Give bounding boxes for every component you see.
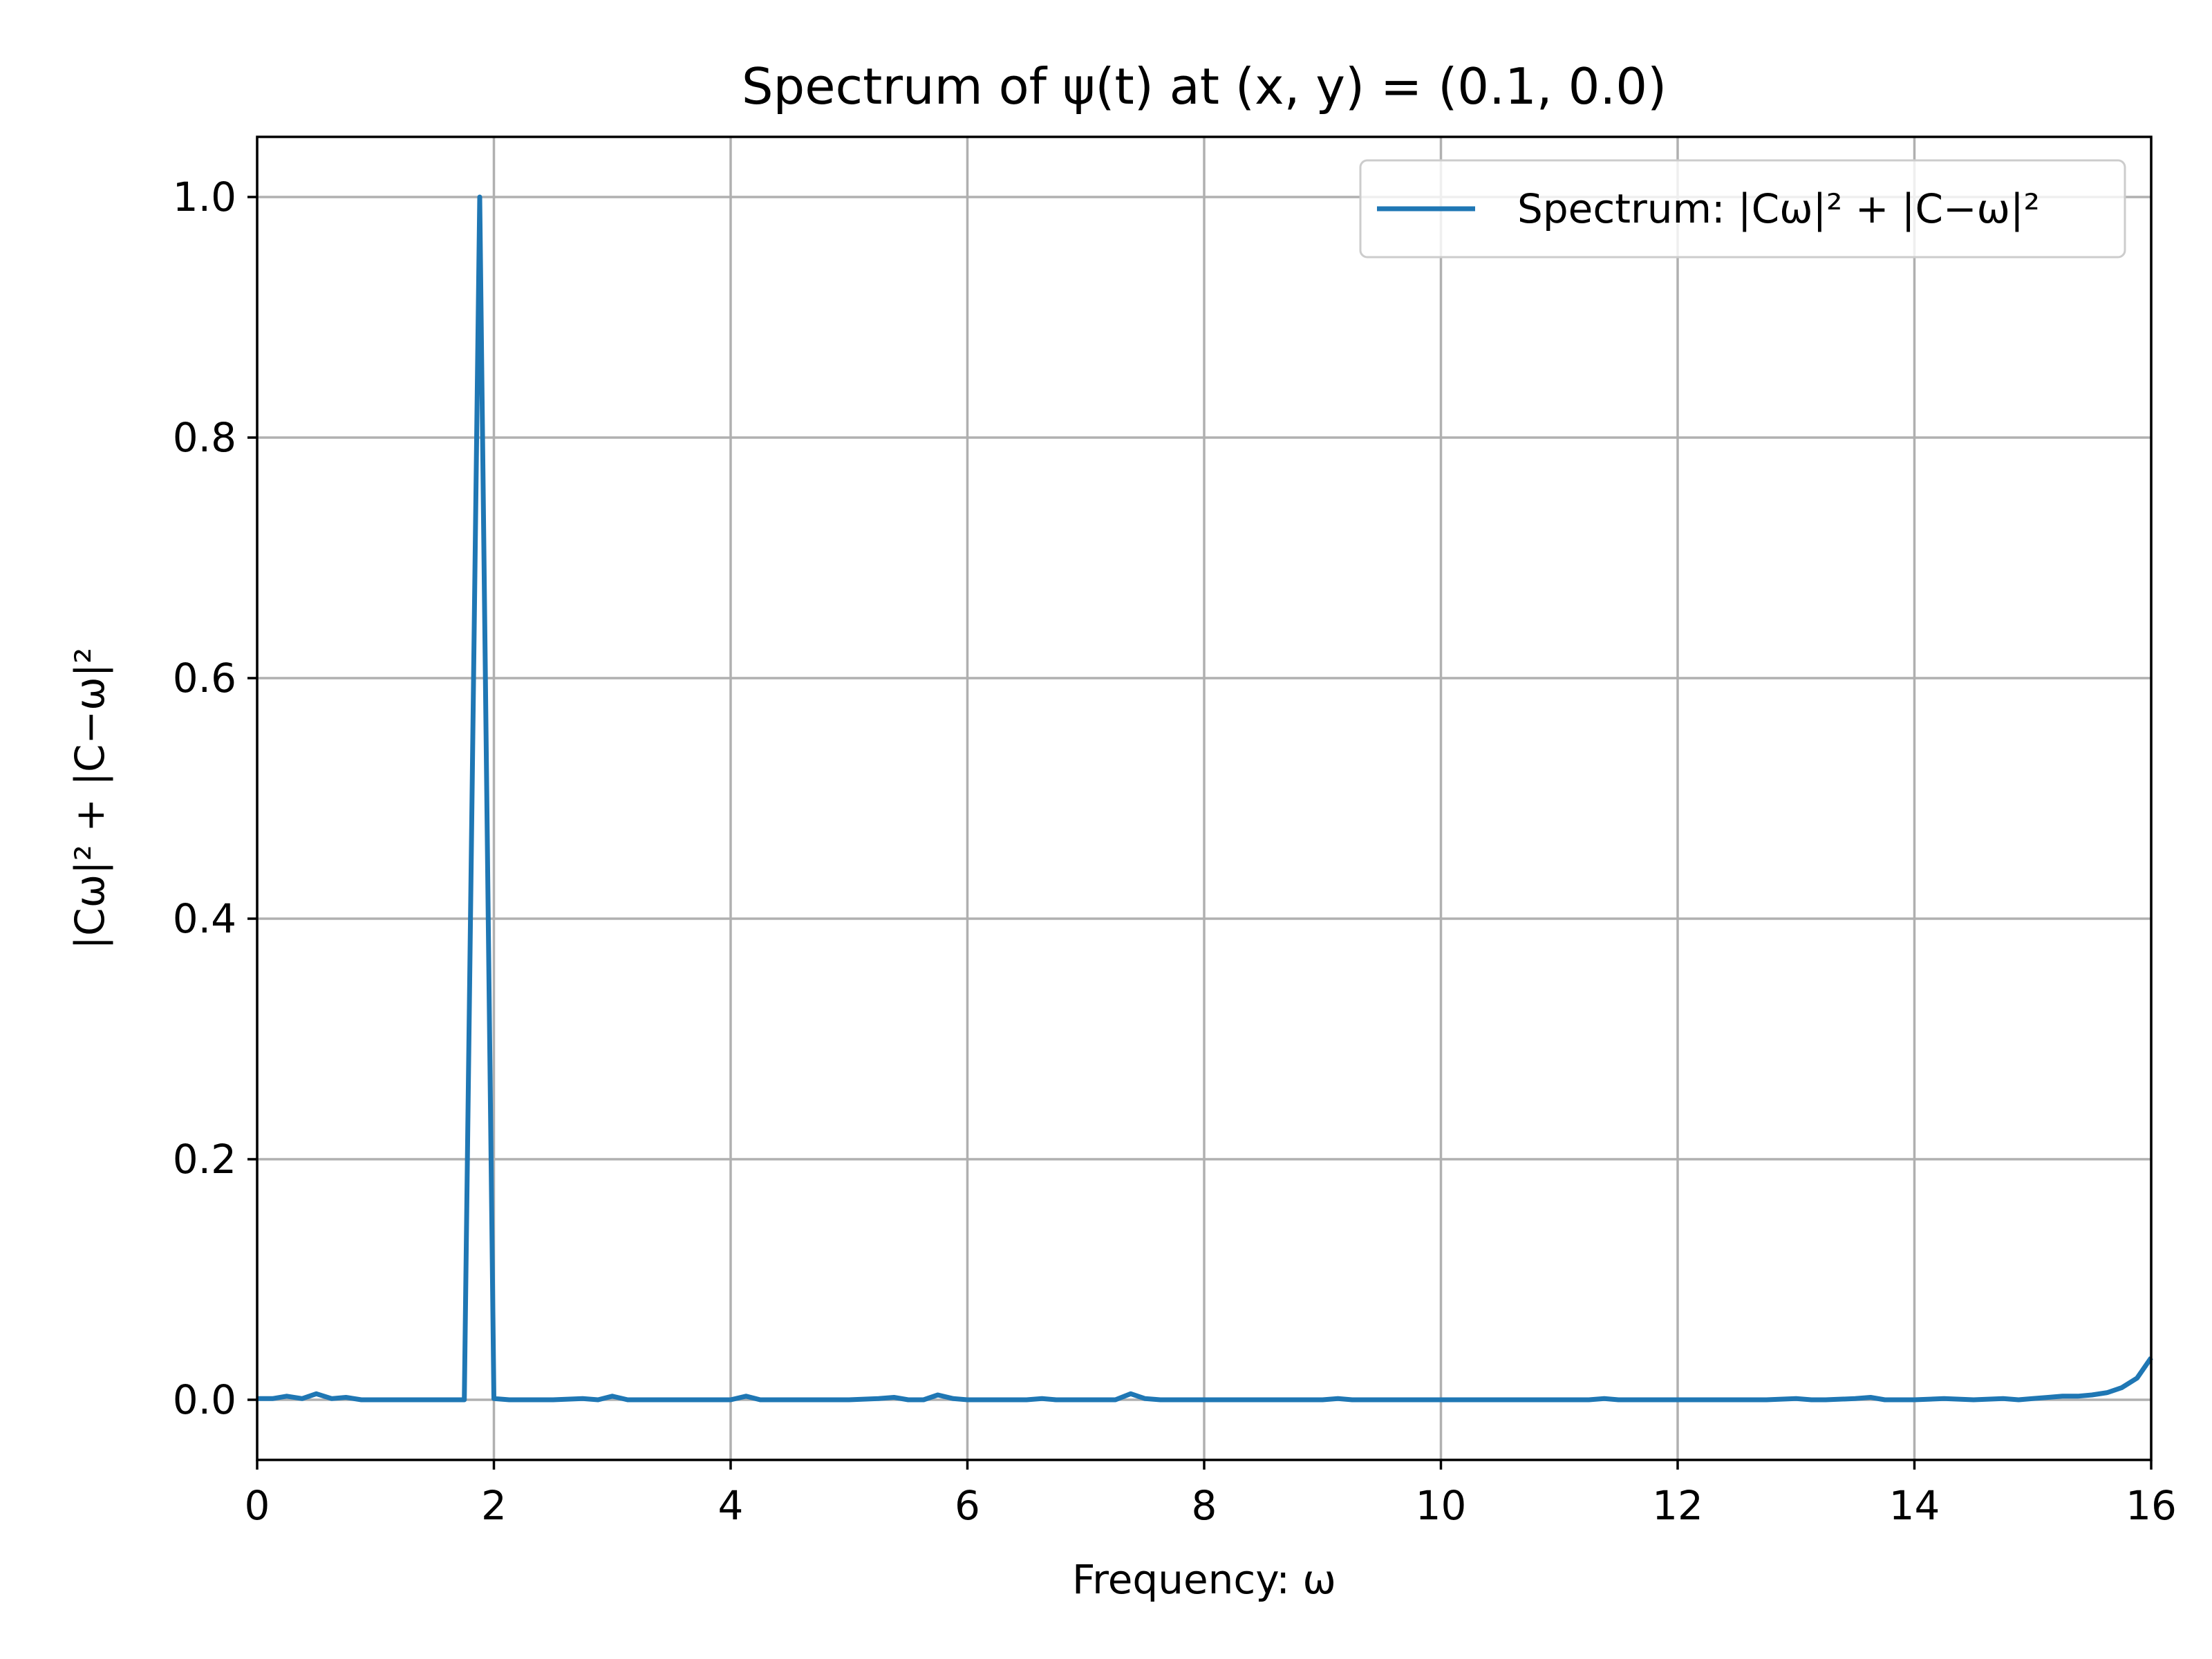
x-tick-label: 0 <box>245 1482 270 1529</box>
y-tick-label: 0.4 <box>173 895 236 942</box>
y-axis: 0.0 0.2 0.4 0.6 0.8 1.0 <box>173 174 257 1423</box>
x-tick-label: 14 <box>1889 1482 1940 1529</box>
x-tick-label: 12 <box>1652 1482 1703 1529</box>
y-tick-label: 1.0 <box>173 174 236 221</box>
plot-area <box>257 194 2153 1403</box>
legend-label: Spectrum: |Cω|² + |C−ω|² <box>1517 185 2040 232</box>
y-tick-label: 0.0 <box>173 1376 236 1423</box>
x-tick-label: 6 <box>955 1482 980 1529</box>
y-tick-label: 0.6 <box>173 655 236 702</box>
x-tick-label: 4 <box>718 1482 744 1529</box>
legend: Spectrum: |Cω|² + |C−ω|² <box>1359 159 2126 259</box>
y-tick-label: 0.2 <box>173 1136 236 1183</box>
x-tick-label: 8 <box>1192 1482 1217 1529</box>
y-axis-label: |Cω|² + |C−ω|² <box>66 648 113 950</box>
legend-box <box>1359 159 2126 259</box>
x-tick-label: 10 <box>1416 1482 1467 1529</box>
y-tick-label: 0.8 <box>173 414 236 461</box>
chart-title: Spectrum of ψ(t) at (x, y) = (0.1, 0.0) <box>742 57 1667 115</box>
x-axis: 0 2 4 6 8 10 12 14 16 <box>245 1460 2177 1529</box>
x-tick-label: 16 <box>2126 1482 2177 1529</box>
series-line-0 <box>257 194 2153 1403</box>
x-axis-label: Frequency: ω <box>1072 1556 1336 1603</box>
x-tick-label: 2 <box>481 1482 507 1529</box>
